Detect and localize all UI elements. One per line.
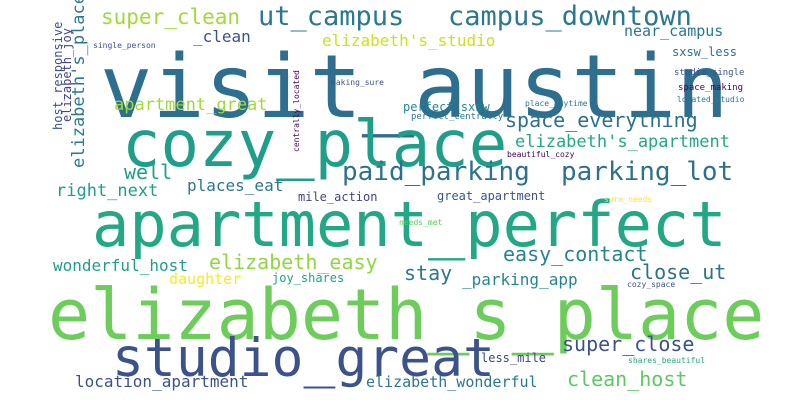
word-paid-parking: paid_parking: [342, 157, 530, 187]
word-stay: stay: [404, 261, 453, 285]
word-beautiful-cozy: beautiful_cozy: [507, 150, 575, 159]
word-clean: _clean: [193, 27, 251, 46]
word-located-studio: located_studio: [677, 95, 745, 104]
word-elizabeths-studio: elizabeth's_studio: [322, 31, 496, 50]
word-elizabeth-s-place: elizabeth_s_place: [48, 274, 765, 356]
word-needs-met: needs_met: [399, 218, 443, 227]
word-mile-action: mile_action: [298, 190, 378, 204]
word-great-apartment: great_apartment: [437, 189, 546, 203]
word-centrally-located: centrally_located: [292, 70, 301, 152]
word-visit-austin: visit_austin: [100, 36, 729, 138]
word-space-making: space_making: [678, 83, 744, 93]
word-super-clean: super_clean: [101, 5, 241, 29]
word-studio-great: studio_great: [112, 328, 495, 389]
word-perfect-sxsw: perfect_sxsw: [403, 100, 490, 114]
word-shares-beautiful: shares_beautiful: [628, 356, 706, 365]
word-super-close: super_close: [562, 332, 695, 356]
word-parking-lot: parking_lot: [561, 157, 734, 187]
word-places-eat: places_eat: [187, 176, 284, 195]
word-elizabeths-apartment: elizabeth's_apartment: [515, 132, 730, 152]
word-perfect-centrally: perfect_centrally: [411, 112, 504, 122]
word-parking-app: _parking_app: [462, 270, 578, 289]
word-sxsw-less: sxsw_less: [672, 45, 738, 59]
word-campus-downtown: campus_downtown: [448, 1, 692, 32]
word-elizabeth-easy: elizabeth_easy: [209, 250, 378, 274]
word-single-person: single_person: [93, 41, 156, 50]
word-space-everything: space_everything: [505, 108, 698, 132]
word-less-mile: less_mile: [481, 351, 547, 365]
word-wonderful-host: wonderful_host: [53, 256, 188, 275]
word-cozy-place: cozy_place: [122, 108, 508, 182]
word-cozy-space: cozy_space: [627, 280, 676, 289]
word-clean-host: clean_host: [567, 367, 688, 391]
word-sure-needs: sure_needs: [604, 195, 653, 204]
word-near-campus: near_campus: [624, 22, 724, 40]
word-ut-campus: ut_campus: [258, 1, 405, 32]
word-elizabeths-place-vertical: elizabeth's_place: [69, 0, 89, 168]
word-apartment-perfect: apartment_perfect: [92, 188, 727, 261]
word-apartment-great: apartment_great: [114, 95, 268, 115]
word-location-apartment: location_apartment: [75, 372, 249, 391]
word-daughter: daughter: [169, 270, 242, 288]
word-well: well: [124, 160, 173, 184]
word-place-anytime: place_anytime: [525, 99, 588, 108]
word-studio-single: studio_single: [674, 68, 745, 78]
word-close-ut: close_ut: [630, 260, 727, 284]
word-making-sure: making_sure: [331, 78, 384, 87]
word-easy-contact: easy_contact: [503, 242, 648, 266]
word-joy-shares: joy_shares: [272, 271, 345, 285]
word-elizabeth-wonderful: elizabeth_wonderful: [366, 373, 538, 391]
word-right-next: right_next: [56, 181, 159, 201]
